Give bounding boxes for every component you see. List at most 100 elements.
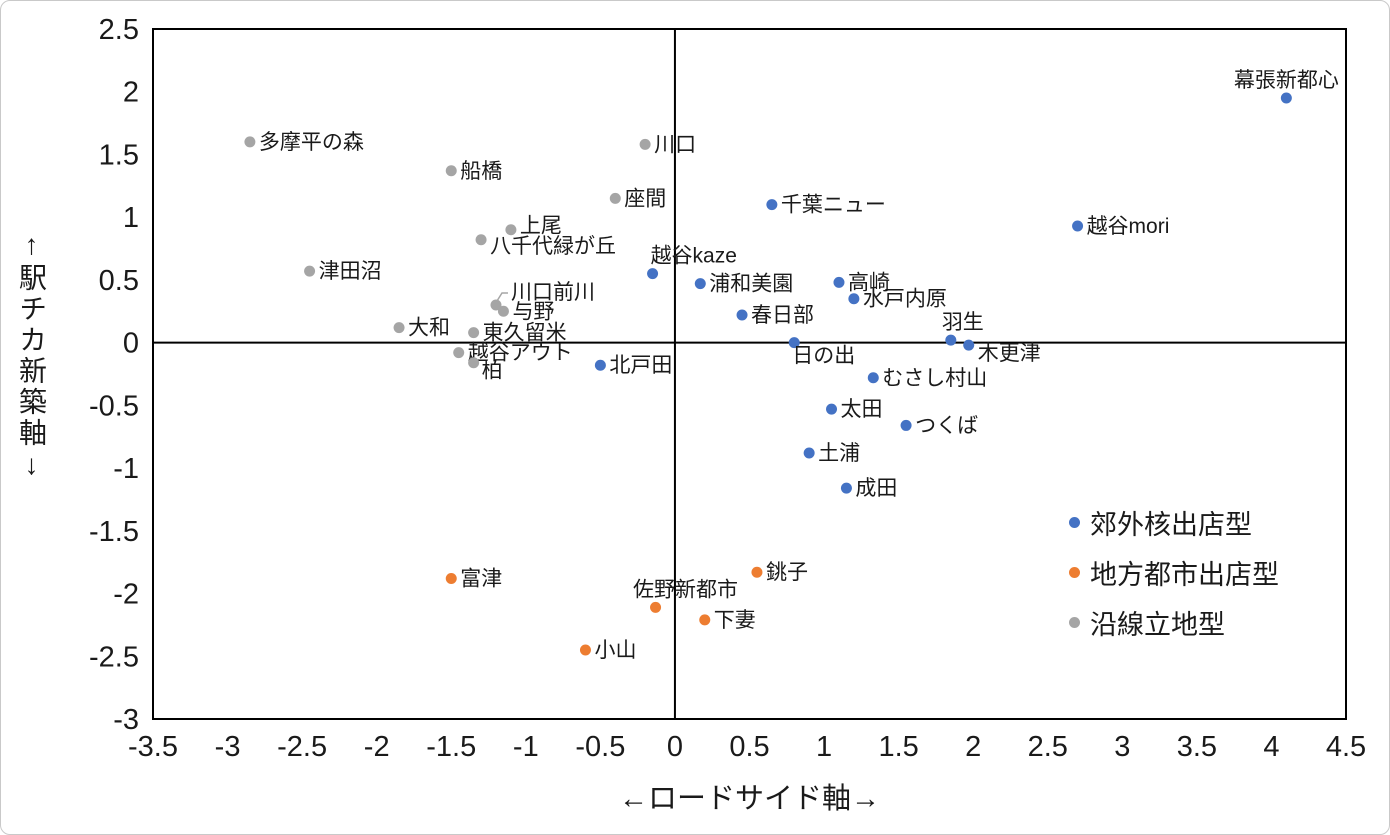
data-point	[788, 337, 800, 349]
data-point	[639, 138, 651, 150]
y-tick-label: -2.5	[89, 641, 139, 673]
data-point-label: 津田沼	[319, 260, 382, 283]
data-point-label: 浦和美園	[709, 273, 793, 296]
x-tick-label: 2	[965, 731, 981, 763]
data-point-label: 水戸内原	[863, 288, 947, 311]
data-point	[803, 447, 815, 459]
x-tick-label: 1.5	[878, 731, 918, 763]
x-tick-label: 3.5	[1177, 731, 1217, 763]
data-point	[468, 357, 480, 369]
data-point	[244, 136, 256, 148]
x-tick-label: 0.5	[729, 731, 769, 763]
data-point	[900, 419, 912, 431]
data-point-label: 土浦	[818, 442, 860, 465]
data-point-label: 春日部	[751, 304, 814, 327]
y-tick-label: -2	[113, 579, 139, 611]
data-point-label: 千葉ニュー	[781, 194, 886, 217]
legend-item-suburban-core: 郊外核出店型	[1069, 503, 1279, 542]
data-point	[647, 268, 659, 280]
data-point-label: 大和	[408, 317, 450, 340]
data-point-label: 佐野新都市	[633, 578, 738, 601]
data-point	[840, 482, 852, 494]
data-point	[867, 372, 879, 384]
y-tick-label: 1	[123, 202, 139, 234]
label-leader-line	[496, 292, 508, 302]
data-point-label: 上尾	[520, 215, 562, 238]
data-point-label: 東久留米	[483, 322, 567, 345]
legend-item-regional-city: 地方都市出店型	[1069, 553, 1279, 592]
x-tick-label: 3	[1114, 731, 1130, 763]
data-point	[468, 327, 480, 339]
x-tick-label: -1.5	[426, 731, 476, 763]
data-point	[609, 192, 621, 204]
data-point	[475, 234, 487, 246]
data-point-label: 日の出	[792, 345, 855, 368]
y-tick-label: -1	[113, 453, 139, 485]
y-tick-label: -3	[113, 704, 139, 736]
y-tick-label: -0.5	[89, 390, 139, 422]
legend-marker-orange-icon	[1069, 567, 1080, 578]
data-point	[963, 339, 975, 351]
data-point	[490, 299, 502, 311]
data-point-label: 幕張新都心	[1234, 69, 1339, 92]
x-tick-label: -2	[364, 731, 390, 763]
data-point	[594, 359, 606, 371]
data-point-label: 高崎	[848, 271, 890, 294]
data-point-label: 富津	[460, 567, 502, 590]
x-tick-label: 4.5	[1326, 731, 1366, 763]
x-tick-label: -3.5	[128, 731, 178, 763]
legend-item-along-line: 沿線立地型	[1069, 603, 1279, 642]
data-point-label: むさし村山	[882, 367, 987, 390]
data-point	[1280, 92, 1292, 104]
plot-border	[152, 28, 1347, 720]
x-tick-label: -3	[215, 731, 241, 763]
data-point-label: 越谷アウト	[468, 342, 573, 365]
data-point-label: つくば	[915, 414, 978, 437]
data-point-label: 下妻	[714, 609, 756, 632]
x-tick-label: 2.5	[1028, 731, 1068, 763]
data-point	[445, 572, 457, 584]
data-point-label: 多摩平の森	[259, 131, 364, 154]
data-point	[945, 334, 957, 346]
data-point	[304, 265, 316, 277]
data-point	[848, 293, 860, 305]
x-tick-label: -1	[513, 731, 539, 763]
data-point	[751, 566, 763, 578]
data-point	[445, 165, 457, 177]
y-tick-label: 0.5	[99, 265, 139, 297]
y-tick-label: 1.5	[99, 139, 139, 171]
data-point	[1072, 220, 1084, 232]
data-point-label: 八千代緑が丘	[490, 235, 616, 258]
legend-label: 沿線立地型	[1090, 610, 1225, 640]
data-point	[736, 309, 748, 321]
data-point-label: 北戸田	[609, 354, 672, 377]
data-point-label: 越谷kaze	[651, 245, 737, 268]
y-tick-label: 2	[123, 77, 139, 109]
data-point	[650, 601, 662, 613]
data-point-label: 柏	[482, 360, 503, 383]
data-point-label: 成田	[855, 477, 897, 500]
x-tick-label: 1	[816, 731, 832, 763]
legend-marker-blue-icon	[1069, 517, 1080, 528]
data-point	[579, 644, 591, 656]
data-point-label: 木更津	[978, 342, 1041, 365]
data-point-label: 座間	[624, 187, 666, 210]
legend-label: 地方都市出店型	[1090, 560, 1279, 590]
x-axis-title: ←ロードサイド軸→	[618, 783, 880, 815]
data-point-label: 越谷mori	[1087, 215, 1170, 238]
y-tick-label: 2.5	[99, 14, 139, 46]
y-tick-label: 0	[123, 328, 139, 360]
data-point	[505, 224, 517, 236]
data-point-label: 銚子	[766, 561, 808, 584]
data-point-label: 船橋	[460, 160, 502, 183]
data-point-label: 小山	[594, 639, 636, 662]
data-point	[766, 199, 778, 211]
data-point	[694, 278, 706, 290]
x-tick-label: -0.5	[575, 731, 625, 763]
data-point-label: 川口	[654, 133, 696, 156]
data-point	[393, 322, 405, 334]
x-tick-label: 4	[1263, 731, 1279, 763]
y-axis-title: ↑駅チカ新築軸↓	[16, 229, 47, 483]
